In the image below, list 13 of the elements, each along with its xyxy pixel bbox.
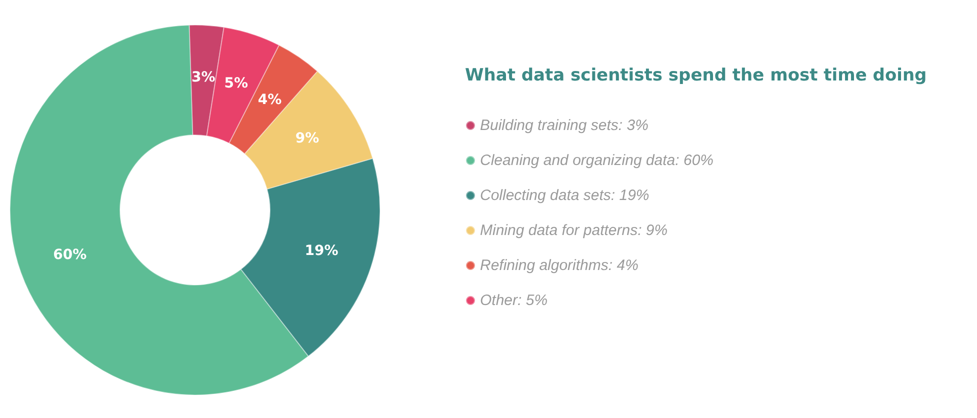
- legend-label: Other: 5%: [480, 292, 548, 309]
- legend-label: Cleaning and organizing data: 60%: [480, 152, 714, 169]
- data-label: 60%: [53, 247, 87, 264]
- legend-label: Mining data for patterns: 9%: [480, 222, 668, 239]
- data-label: 3%: [191, 69, 216, 86]
- data-label: 4%: [258, 92, 282, 108]
- text: What data scientists spend the most time doing: [465, 66, 927, 86]
- data-label: 19%: [304, 243, 338, 260]
- data-label: 9%: [295, 130, 320, 147]
- legend-label: Refining algorithms: 4%: [480, 257, 638, 274]
- legend-label: Building training sets: 3%: [480, 117, 648, 134]
- legend-label: Collecting data sets: 19%: [480, 187, 650, 204]
- data-label: 5%: [224, 76, 248, 92]
